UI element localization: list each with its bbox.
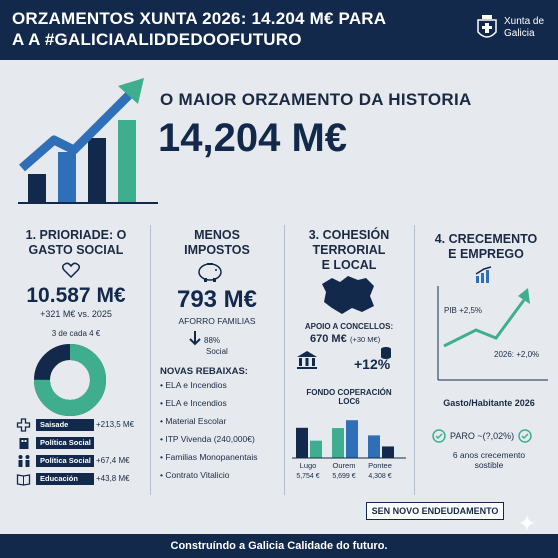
- anos-label: 6 anos crecemento sostible: [452, 450, 526, 470]
- legend-value: +213,5 M€: [96, 420, 135, 429]
- legend-chip: Educación: [36, 473, 94, 485]
- page-title: ORZAMENTOS XUNTA 2026: 14.204 M€ PARA A …: [12, 8, 432, 50]
- logo-text-1: Xunta de: [504, 16, 545, 27]
- rebaixa-item: • ELA e Incendios: [160, 380, 227, 390]
- book-icon: [16, 474, 31, 486]
- hero-kicker: O MAIOR ORZAMENTO DA HISTORIA: [160, 90, 472, 109]
- bullet: •: [160, 434, 166, 444]
- fondo-bar-chart: Lugo 5,754 € Ourem 5,699 € Pontee 4,308 €: [292, 420, 406, 480]
- hero-bar-3: [88, 138, 106, 202]
- hero-total-value: 14,204 M€: [158, 116, 348, 160]
- hero-bar-2: [58, 152, 76, 202]
- gasto-label: Gasto/Habitante 2026: [443, 398, 535, 408]
- legend-row: Educación +43,8 M€: [16, 472, 146, 486]
- apoio-value: 670 M€: [310, 333, 347, 345]
- donut-share-arc: [34, 344, 106, 416]
- check-circle-icon: [518, 429, 532, 443]
- fondo-category-value: 4,308 €: [368, 473, 391, 480]
- column-divider: [150, 225, 151, 495]
- col1-share-label: 3 de cada 4 €: [51, 329, 101, 338]
- rebaixa-item: • Material Escolar: [160, 416, 227, 426]
- heart-icon: [62, 262, 80, 278]
- arrow-down-icon: [189, 331, 201, 346]
- fondo-category-value: 5,699 €: [332, 473, 355, 480]
- social-share-donut: [34, 344, 106, 416]
- title-line-2: A A #GALICIAALIDDEDOOFUTURO: [12, 30, 302, 49]
- title-line-1: ORZAMENTOS XUNTA 2026: 14.204 M€ PARA: [12, 9, 387, 28]
- rebaixa-item: • ITP Vivenda (240,000€): [160, 434, 255, 444]
- col2-sub: AFORRO FAMILIAS: [178, 316, 256, 326]
- legend-chip: Saisade: [36, 419, 94, 431]
- fondo-category-value: 5,754 €: [296, 473, 319, 480]
- col3-title: 3. COHESIÓN TERRORIAL E LOCAL: [308, 228, 390, 272]
- fondo-bar: [296, 427, 308, 458]
- rebaixa-item: • Familias Monopanentais: [160, 452, 258, 462]
- column-divider: [284, 225, 285, 495]
- hero-bar-1: [28, 174, 46, 202]
- building-icon: [19, 438, 29, 449]
- col1-delta: +321 M€ vs. 2025: [40, 309, 112, 319]
- apoio-label: APOIO A CONCELLOS:: [304, 322, 394, 331]
- col2-value: 793 M€: [176, 286, 258, 313]
- rebaixa-item: • ELA e Incendios: [160, 398, 227, 408]
- xunta-logo: Xunta de Galicia: [476, 12, 546, 48]
- y2026-label: 2026: +2,0%: [494, 350, 540, 359]
- growth-line: [443, 299, 526, 348]
- health-cross-icon: [16, 418, 31, 432]
- hero-growth-chart: [18, 78, 158, 204]
- col2-pct: 88%: [204, 336, 221, 345]
- col4-title: 4. CRECEMENTO E EMPREGO: [434, 232, 538, 261]
- rebaixas-title: NOVAS REBAIXAS:: [160, 366, 248, 377]
- fondo-bar: [368, 435, 380, 458]
- hero-bar-4: [118, 120, 136, 202]
- check-circle-icon: [432, 429, 446, 443]
- apoio-delta: (+30 M€): [350, 335, 381, 344]
- logo-text-2: Galicia: [504, 28, 535, 39]
- growth-arrow-head: [518, 288, 530, 304]
- town-hall-icon: [297, 351, 317, 369]
- header: ORZAMENTOS XUNTA 2026: 14.204 M€ PARA A …: [0, 0, 558, 60]
- sen-endeudamento-badge: SEN NOVO ENDEUDAMENTO: [366, 502, 504, 520]
- growth-line-chart: [437, 286, 548, 381]
- legend-row: Saisade +213,5 M€: [16, 418, 146, 432]
- paro-label: PARO ~(?,02%): [450, 431, 515, 441]
- legend-chip: Política Social: [36, 455, 94, 467]
- bullet: •: [160, 398, 166, 408]
- fondo-category-label: Ourem: [333, 461, 356, 470]
- footer-slogan: Construíndo a Galicia Calidade do futuro…: [0, 534, 558, 558]
- legend-value: +67,4 M€: [96, 456, 130, 465]
- fondo-category-label: Pontee: [368, 461, 392, 470]
- fondo-bar: [346, 420, 358, 458]
- fondo-bar: [310, 440, 322, 458]
- col2-pct-label: Social: [206, 347, 228, 356]
- bullet: •: [160, 416, 166, 426]
- col3-pct: +12%: [354, 356, 391, 372]
- hero-arrow-head: [118, 78, 144, 104]
- bullet: •: [160, 470, 166, 480]
- coins-icon: [381, 347, 391, 359]
- fondo-bar: [382, 446, 394, 458]
- galicia-map-icon: [322, 276, 374, 314]
- legend-value: +43,8 M€: [96, 474, 130, 483]
- col1-value: 10.587 M€: [26, 284, 126, 307]
- col1-title: 1. PRIORIADE: O GASTO SOCIAL: [25, 228, 127, 257]
- growth-chart-icon: [475, 266, 492, 283]
- coat-of-arms-icon: [477, 15, 497, 38]
- sparkle-icon: [519, 515, 535, 531]
- bullet: •: [160, 452, 166, 462]
- col2-title: MENOS IMPOSTOS: [184, 228, 250, 257]
- piggy-bank-icon: [198, 263, 222, 282]
- column-divider: [414, 225, 415, 495]
- hero-trend-line: [19, 90, 134, 172]
- fondo-category-label: Lugo: [300, 461, 317, 470]
- legend-row: Política Social +67,4 M€: [16, 454, 146, 468]
- legend-chip: Política Social: [36, 437, 94, 449]
- pib-label: PIB +2,5%: [444, 306, 483, 315]
- bullet: •: [160, 380, 166, 390]
- legend-row: Política Social: [16, 436, 146, 450]
- rebaixa-item: • Contrato Vitalicio: [160, 470, 230, 480]
- family-icon: [18, 455, 30, 467]
- fondo-title: FONDO COPERACIÓN LOC6: [306, 388, 392, 406]
- fondo-bar: [332, 428, 344, 458]
